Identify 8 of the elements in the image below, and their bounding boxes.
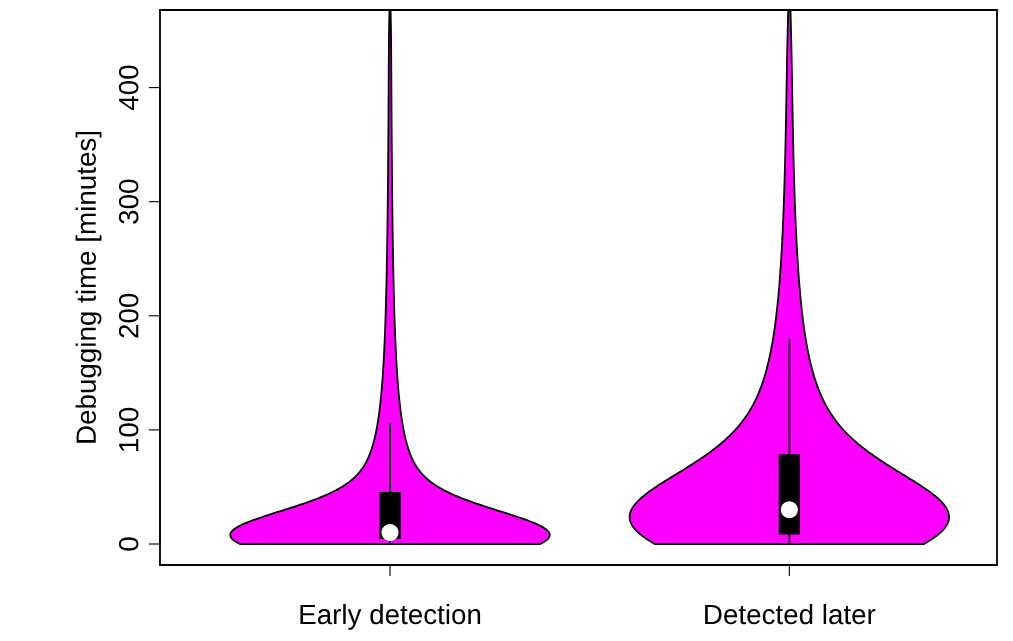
y-tick-label: 0 [118, 537, 139, 551]
x-tick-label: Early detection [300, 603, 481, 630]
y-tick-label: 400 [118, 65, 139, 111]
y-tick-label: 200 [118, 293, 139, 338]
y-tick-label: 100 [118, 407, 139, 451]
y-tick-label: 300 [118, 179, 139, 224]
x-tick-label: Detected later [705, 603, 876, 625]
y-axis-title: Debugging time [minutes] [75, 131, 102, 443]
